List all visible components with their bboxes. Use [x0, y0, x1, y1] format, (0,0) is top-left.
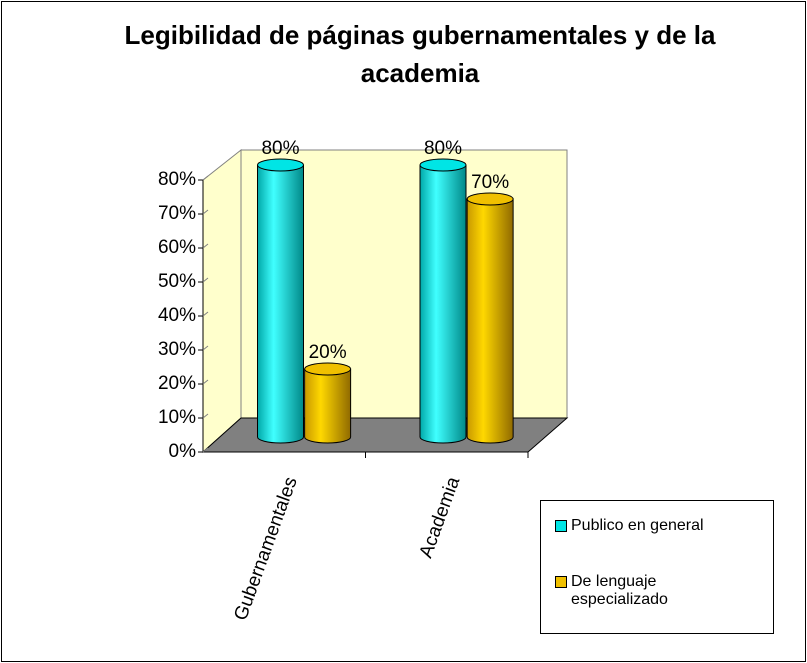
wall-tick [202, 447, 209, 453]
y-tick-label: 60% [158, 237, 196, 258]
bar [466, 192, 514, 444]
x-tick-label: Gubernamentales [230, 474, 301, 623]
wall-tick [202, 345, 209, 351]
wall-tick [202, 413, 209, 419]
data-label: 80% [424, 138, 462, 159]
data-label: 70% [471, 172, 509, 193]
wall-tick [202, 209, 209, 215]
legend-swatch [555, 520, 567, 532]
y-tick-label: 70% [158, 203, 196, 224]
chart-title: Legibilidad de páginas gubernamentales y… [124, 20, 716, 88]
legend-label: Publico en general [571, 517, 704, 534]
data-label: 80% [261, 138, 299, 159]
wall-tick [202, 379, 209, 385]
legend-item: De lenguaje especializado [555, 573, 731, 609]
bar-top [257, 158, 304, 172]
y-tick-label: 0% [169, 441, 197, 462]
wall-tick [202, 243, 209, 249]
wall-tick [202, 175, 209, 181]
y-tick-label: 40% [158, 305, 196, 326]
data-label: 20% [309, 342, 347, 363]
bar-body [419, 164, 467, 444]
legend-item: Publico en general [555, 517, 731, 535]
wall-tick [202, 277, 209, 283]
y-tick-label: 20% [158, 373, 196, 394]
side-wall [202, 148, 242, 454]
legend-swatch [555, 576, 567, 588]
y-tick-label: 50% [158, 271, 196, 292]
legend: Publico en general De lenguaje especializ… [540, 500, 774, 634]
bar-top [419, 158, 467, 172]
bar [304, 362, 352, 444]
bar-body [304, 368, 352, 444]
bar-body [466, 198, 514, 444]
y-tick-label: 80% [158, 169, 196, 190]
wall-tick [202, 311, 209, 317]
x-tick-label: Academia [416, 474, 465, 561]
bar-top [466, 192, 514, 206]
bar-top [304, 362, 352, 376]
bar-body [257, 164, 304, 444]
bar [419, 158, 467, 444]
bar [257, 158, 304, 444]
legend-label: De lenguaje especializado [571, 573, 668, 608]
y-tick-label: 30% [158, 339, 196, 360]
y-tick-label: 10% [158, 407, 196, 428]
